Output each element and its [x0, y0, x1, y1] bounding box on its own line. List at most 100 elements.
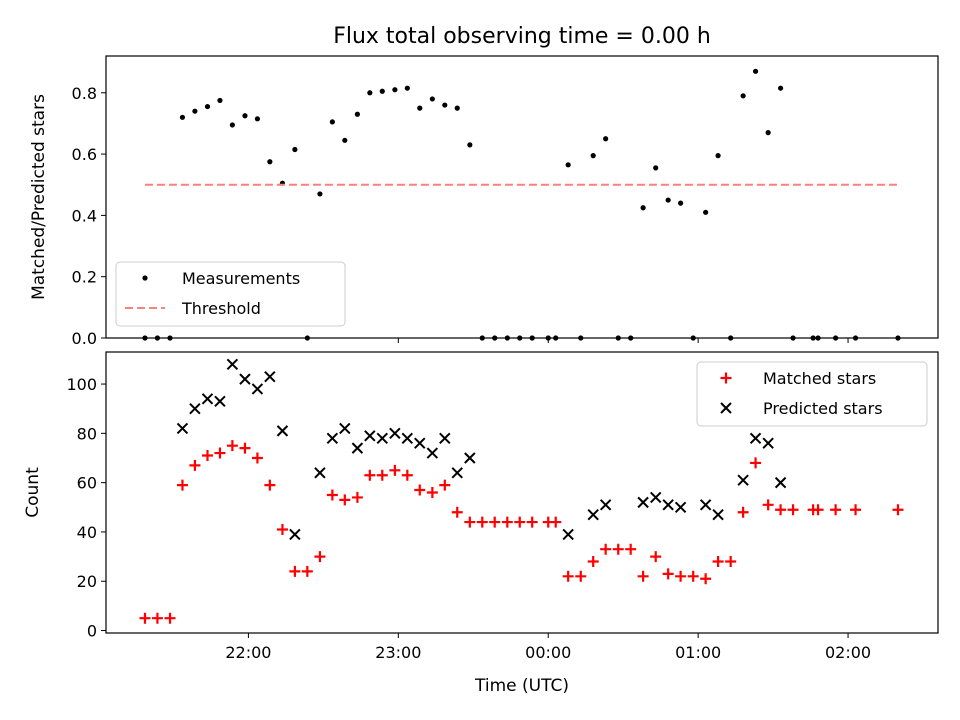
predicted-star-point: [251, 383, 264, 395]
y-tick-label: 100: [66, 375, 97, 394]
measurement-point: [752, 68, 759, 74]
matched-star-point: [189, 459, 201, 471]
matched-star-point: [550, 516, 562, 528]
predicted-star-point: [189, 402, 201, 415]
y-tick-label: 0.6: [72, 145, 97, 164]
predicted-star-point: [464, 452, 476, 464]
matched-star-point: [575, 570, 587, 582]
measurement-point: [192, 108, 198, 114]
y-tick-label: 0.0: [72, 329, 97, 348]
measurement-point: [417, 105, 423, 111]
matched-star-point: [737, 506, 749, 518]
matched-star-point: [176, 479, 188, 491]
y-tick-label: 0.2: [72, 268, 97, 287]
matched-star-point: [439, 479, 451, 491]
measurement-point: [317, 191, 323, 197]
y-tick-label: 0: [87, 622, 97, 641]
measurement-point: [653, 165, 659, 171]
legend-frame: [696, 361, 928, 427]
x-tick-label: 00:00: [525, 643, 571, 662]
predicted-star-point: [264, 370, 276, 383]
predicted-star-point: [389, 427, 401, 440]
measurement-point: [404, 85, 410, 91]
predicted-star-point: [637, 496, 649, 509]
measurement-point: [267, 159, 273, 165]
predicted-star-point: [712, 508, 724, 521]
matched-star-point: [514, 516, 526, 528]
predicted-star-point: [674, 501, 687, 513]
measurement-point: [715, 153, 721, 159]
measurement-point: [217, 97, 223, 104]
measurement-point: [292, 146, 298, 153]
measurement-point: [329, 119, 335, 125]
y-tick-label: 40: [77, 523, 97, 542]
measurement-point: [740, 93, 746, 99]
predicted-star-point: [351, 442, 364, 454]
matched-star-point: [700, 573, 712, 585]
predicted-star-point: [426, 447, 439, 459]
predicted-star-point: [226, 358, 239, 371]
y-tick-label: 0.4: [72, 206, 97, 225]
legend-marker-predicted: [720, 402, 732, 414]
matched-star-point: [464, 516, 476, 528]
y-tick-label: 0.8: [72, 84, 97, 103]
y-axis-label: Matched/Predicted stars: [29, 94, 49, 300]
matched-star-point: [637, 570, 649, 582]
matched-star-point: [562, 570, 574, 582]
axes-frame: [105, 55, 939, 339]
y-tick-label: 20: [77, 572, 97, 591]
matched-star-point: [830, 504, 842, 516]
matched-star-point: [476, 516, 488, 528]
predicted-star-point: [176, 422, 189, 435]
matched-star-point: [600, 543, 612, 555]
axes-frame: [105, 351, 939, 634]
matched-star-point: [414, 484, 426, 496]
predicted-star-point: [562, 528, 574, 541]
predicted-star-point: [364, 430, 376, 442]
matched-star-point: [612, 543, 624, 555]
measurement-point: [678, 200, 684, 206]
matched-star-point: [725, 556, 737, 568]
predicted-star-point: [289, 528, 301, 541]
matched-star-point: [501, 516, 513, 528]
measurement-point: [379, 88, 385, 94]
predicted-star-point: [662, 499, 674, 511]
measurement-point: [392, 87, 398, 93]
measurement-point: [590, 153, 596, 159]
predicted-star-point: [376, 432, 388, 444]
legend: Measurements Threshold: [115, 261, 346, 327]
matched-star-point: [376, 469, 388, 481]
predicted-star-point: [326, 432, 339, 444]
measurement-point: [254, 116, 261, 122]
predicted-star-point: [699, 499, 712, 511]
matched-star-point: [214, 447, 226, 459]
matched-star-point: [775, 504, 787, 516]
matched-star-point: [139, 612, 151, 624]
matched-star-point: [401, 469, 413, 481]
matched-star-point: [389, 464, 401, 476]
legend-marker-matched: [720, 372, 732, 384]
matched-star-point: [239, 442, 251, 454]
matched-star-point: [351, 491, 363, 503]
predicted-star-point: [439, 432, 451, 444]
matched-star-point: [850, 504, 862, 516]
legend-label: Predicted stars: [763, 399, 883, 418]
predicted-star-point: [451, 467, 463, 479]
matched-star-point: [587, 556, 599, 568]
matched-star-point: [326, 489, 338, 501]
predicted-star-point: [214, 395, 226, 408]
matched-star-point: [264, 479, 276, 491]
matched-star-point: [892, 504, 904, 516]
predicted-star-point: [276, 425, 289, 437]
predicted-star-point: [414, 437, 426, 449]
measurement-point: [229, 122, 235, 128]
matched-star-point: [625, 543, 637, 555]
legend-frame: [115, 261, 346, 327]
measurement-point: [242, 113, 248, 119]
x-axis-label: Time (UTC): [474, 676, 569, 696]
predicted-star-point: [339, 422, 351, 435]
predicted-star-point: [650, 491, 662, 504]
measurement-point: [442, 102, 448, 108]
matched-star-point: [812, 504, 824, 516]
predicted-star-point: [239, 373, 251, 385]
